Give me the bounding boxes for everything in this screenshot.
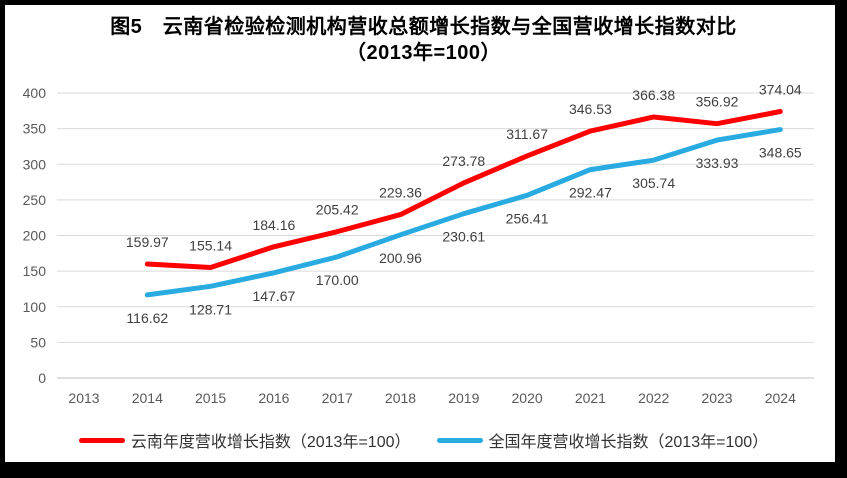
data-label: 366.38 (632, 87, 675, 103)
legend-item-yunnan: 云南年度营收增长指数（2013年=100） (78, 428, 411, 452)
data-label: 273.78 (442, 153, 485, 169)
data-label: 333.93 (696, 155, 739, 171)
data-label: 159.97 (126, 234, 169, 250)
y-tick-label: 200 (23, 228, 47, 244)
x-tick-label: 2022 (638, 390, 669, 406)
y-tick-label: 150 (23, 263, 47, 279)
y-tick-label: 350 (23, 121, 47, 137)
x-tick-label: 2016 (258, 390, 289, 406)
x-tick-label: 2021 (575, 390, 606, 406)
x-tick-label: 2019 (448, 390, 479, 406)
data-label: 348.65 (759, 145, 802, 161)
data-label: 305.74 (632, 175, 675, 191)
x-tick-label: 2020 (512, 390, 543, 406)
legend-item-national: 全国年度营收增长指数（2013年=100） (436, 428, 769, 452)
data-label: 184.16 (252, 217, 295, 233)
data-label: 200.96 (379, 250, 422, 266)
data-label: 128.71 (189, 301, 232, 317)
x-tick-label: 2018 (385, 390, 416, 406)
data-label: 116.62 (126, 310, 168, 326)
national-series-line (144, 127, 783, 298)
x-tick-label: 2023 (701, 390, 732, 406)
data-label: 346.53 (569, 101, 612, 117)
legend-label-national: 全国年度营收增长指数（2013年=100） (488, 434, 769, 451)
chart-legend: 云南年度营收增长指数（2013年=100） 全国年度营收增长指数（2013年=1… (0, 428, 847, 452)
y-tick-label: 250 (23, 192, 47, 208)
yunnan-line-swatch (78, 437, 125, 443)
data-label: 356.92 (696, 94, 739, 110)
y-tick-label: 100 (23, 299, 47, 315)
data-label: 230.61 (442, 229, 485, 245)
data-label: 229.36 (379, 185, 422, 201)
chart-title-line2: （2013年=100） (345, 42, 502, 64)
data-label: 292.47 (569, 185, 612, 201)
x-tick-label: 2013 (68, 390, 99, 406)
chart-title: 图5 云南省检验检测机构营收总额增长指数与全国营收增长指数对比 （2013年=1… (0, 14, 847, 66)
chart-title-line1: 图5 云南省检验检测机构营收总额增长指数与全国营收增长指数对比 (110, 16, 737, 38)
x-tick-label: 2014 (132, 390, 163, 406)
data-label: 205.42 (316, 202, 359, 218)
y-tick-label: 0 (38, 370, 46, 386)
data-label: 311.67 (506, 126, 548, 142)
y-tick-label: 400 (23, 85, 47, 101)
data-label: 256.41 (506, 210, 549, 226)
data-label: 170.00 (316, 272, 359, 288)
data-label: 374.04 (759, 81, 802, 97)
y-tick-label: 300 (23, 156, 47, 172)
data-label: 155.14 (189, 237, 232, 253)
y-tick-label: 50 (30, 334, 46, 350)
x-tick-label: 2015 (195, 390, 226, 406)
yunnan-series-line (144, 108, 783, 270)
x-tick-label: 2017 (322, 390, 353, 406)
national-line-swatch (436, 437, 483, 443)
x-tick-label: 2024 (765, 390, 796, 406)
data-label: 147.67 (252, 288, 295, 304)
legend-label-yunnan: 云南年度营收增长指数（2013年=100） (130, 434, 411, 451)
chart-canvas (5, 5, 835, 462)
